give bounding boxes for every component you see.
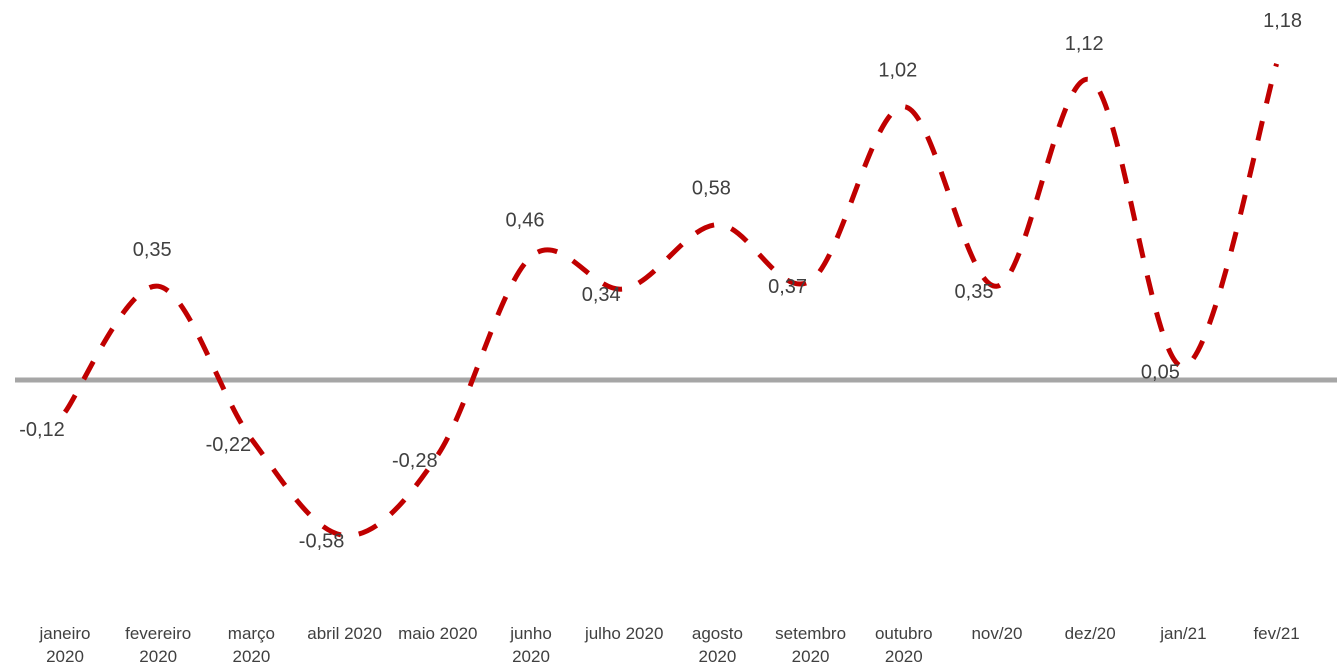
data-label: -0,28 (392, 450, 438, 472)
data-label: 0,34 (582, 284, 621, 306)
data-label: 0,37 (768, 276, 807, 298)
x-tick-label: janeiro 2020 (38, 624, 90, 665)
x-tick-label: junho 2020 (509, 624, 552, 665)
x-tick-label: fev/21 (1253, 624, 1299, 643)
data-label: 0,35 (133, 239, 172, 261)
x-tick-label: abril 2020 (307, 624, 382, 643)
data-label: -0,22 (206, 434, 252, 456)
data-label: -0,58 (299, 530, 345, 552)
series-line (62, 63, 1279, 538)
data-label: 1,18 (1263, 10, 1302, 32)
data-label: 0,46 (506, 210, 545, 232)
x-tick-label: fevereiro 2020 (125, 624, 191, 665)
x-tick-label: agosto 2020 (692, 624, 743, 665)
data-label: 0,05 (1141, 362, 1180, 384)
x-tick-label: dez/20 (1065, 624, 1116, 643)
x-tick-label: setembro 2020 (775, 624, 846, 665)
data-label: 1,02 (878, 60, 917, 82)
x-tick-label: julho 2020 (584, 624, 663, 643)
data-label: 0,58 (692, 178, 731, 200)
x-tick-label: nov/20 (971, 624, 1022, 643)
data-label: -0,12 (19, 419, 65, 441)
data-label: 1,12 (1065, 33, 1104, 55)
x-tick-label: maio 2020 (398, 624, 477, 643)
data-label: 0,35 (955, 281, 994, 303)
x-axis-labels: janeiro 2020 fevereiro 2020 março 2020 abril 2… (38, 624, 1299, 665)
x-tick-label: outubro 2020 (875, 624, 933, 665)
x-tick-label: jan/21 (1159, 624, 1206, 643)
data-labels: -0,12 0,35 -0,22 -0,58 -0,28 0,46 0,34 0,58 0,37… (19, 10, 1302, 553)
x-tick-label: março 2020 (228, 624, 275, 665)
